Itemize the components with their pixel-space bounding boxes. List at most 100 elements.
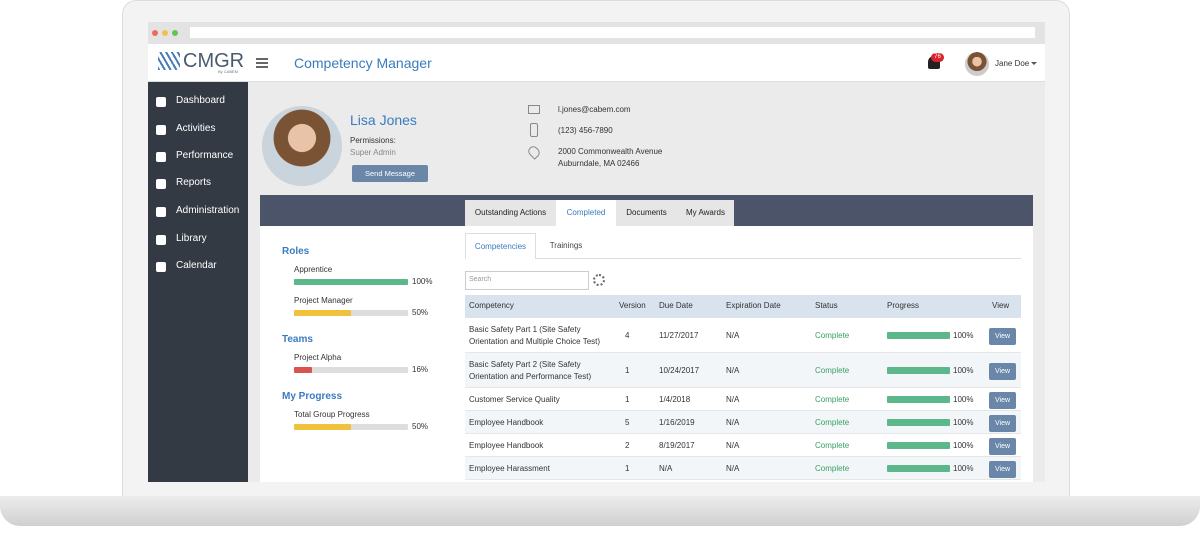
cell: Complete — [815, 440, 850, 450]
sidebar-item[interactable]: Reports — [176, 177, 212, 188]
email: l.jones@cabem.com — [558, 105, 631, 114]
permissions-label: Permissions: — [350, 136, 396, 145]
subtab[interactable]: Competencies — [465, 233, 536, 259]
column-header: Expiration Date — [726, 301, 781, 310]
cell: Employee Handbook — [469, 440, 544, 450]
progress-label: 50% — [412, 308, 429, 317]
caret — [1031, 62, 1037, 68]
url-bar — [190, 27, 1035, 38]
table-progress-label: 100% — [953, 394, 974, 404]
view-button[interactable]: View — [989, 362, 1016, 380]
sidebar-icon — [156, 152, 166, 162]
tab[interactable]: Completed — [556, 200, 616, 226]
dot — [152, 30, 158, 36]
sidebar-item[interactable]: Calendar — [176, 260, 217, 271]
sidebar-item[interactable]: Activities — [176, 123, 216, 134]
menu-icon[interactable] — [256, 58, 268, 60]
section-title: Teams — [282, 334, 313, 345]
progress-bar-track — [294, 424, 408, 430]
sidebar-icon — [156, 179, 166, 189]
view-button[interactable]: View — [989, 437, 1016, 455]
sidebar-icon — [156, 235, 166, 245]
sidebar-item[interactable]: Library — [176, 233, 207, 244]
settings-icon[interactable] — [593, 274, 605, 286]
cell: N/A — [726, 330, 740, 340]
phone-icon — [530, 123, 538, 137]
cell: Basic Safety Part 1 (Site Safety Orienta… — [469, 324, 601, 346]
progress-bar-track — [294, 367, 408, 373]
cell: Complete — [815, 394, 850, 404]
item-name: Project Alpha — [294, 353, 342, 362]
app-title: Competency Manager — [294, 55, 432, 71]
subtab-line — [465, 258, 1021, 259]
laptop-base — [0, 496, 1200, 526]
sidebar-icon — [156, 125, 166, 135]
subtab[interactable]: Trainings — [549, 241, 583, 250]
item-name: Apprentice — [294, 265, 333, 274]
sidebar-icon — [156, 262, 166, 272]
sidebar — [148, 82, 248, 482]
column-header: Competency — [469, 301, 514, 310]
cell: Basic Safety Part 2 (Site Safety Orienta… — [469, 359, 592, 381]
avatar — [965, 52, 989, 76]
tab[interactable]: My Awards — [677, 200, 734, 226]
email-icon — [528, 105, 540, 114]
progress-bar — [294, 424, 351, 430]
table-progress-bar — [887, 331, 950, 339]
cell: 1 — [625, 394, 630, 404]
logo: CMGR — [183, 50, 245, 72]
item-name: Total Group Progress — [294, 410, 370, 419]
profile-name: Lisa Jones — [350, 112, 417, 128]
cell: 1 — [625, 365, 630, 375]
cell: 10/24/2017 — [659, 365, 700, 375]
progress-bar — [294, 367, 313, 373]
tab[interactable]: Outstanding Actions — [465, 200, 556, 226]
table-progress-label: 100% — [953, 330, 974, 340]
tab[interactable]: Documents — [616, 200, 677, 226]
view-button[interactable]: View — [989, 414, 1016, 432]
send-message-button[interactable]: Send Message — [352, 165, 428, 182]
sidebar-item[interactable]: Performance — [176, 150, 234, 161]
sidebar-icon — [156, 97, 166, 107]
table-row — [465, 388, 1021, 411]
cell: Employee Handbook — [469, 417, 544, 427]
cell: N/A — [726, 440, 740, 450]
table-progress-label: 100% — [953, 463, 974, 473]
cell: Complete — [815, 365, 850, 375]
logo-sub: By CABEM — [218, 69, 239, 74]
cell: 11/27/2017 — [659, 330, 699, 340]
table-row — [465, 411, 1021, 434]
progress-label: 50% — [412, 422, 429, 431]
cell: 1/16/2019 — [659, 417, 695, 427]
view-button[interactable]: View — [989, 391, 1016, 409]
column-header: Progress — [887, 301, 920, 310]
view-button[interactable]: View — [989, 327, 1016, 345]
progress-bar — [294, 310, 351, 316]
cell: 4 — [625, 330, 630, 340]
table-progress-bar — [887, 395, 950, 403]
cell: 1/4/2018 — [659, 394, 691, 404]
permissions: Super Admin — [350, 148, 396, 157]
item-name: Project Manager — [294, 296, 353, 305]
cell: Complete — [815, 417, 850, 427]
app-header — [148, 44, 1045, 82]
view-button[interactable]: View — [989, 460, 1016, 478]
cell: N/A — [726, 394, 740, 404]
cell: Complete — [815, 463, 850, 473]
table-progress-bar — [887, 464, 950, 472]
search-box[interactable] — [465, 271, 589, 290]
table-progress-label: 100% — [953, 365, 974, 375]
table-progress-bar — [887, 366, 950, 374]
cell: 5 — [625, 417, 630, 427]
sidebar-item[interactable]: Administration — [176, 205, 240, 216]
table-progress-bar — [887, 418, 950, 426]
address-line2: Auburndale, MA 02466 — [558, 159, 640, 168]
sidebar-item[interactable]: Dashboard — [176, 95, 225, 106]
column-header: View — [992, 301, 1010, 310]
dot — [172, 30, 178, 36]
sidebar-icon — [156, 207, 166, 217]
cell: N/A — [726, 417, 740, 427]
dot — [162, 30, 168, 36]
user-name[interactable]: Jane Doe — [995, 59, 1030, 68]
